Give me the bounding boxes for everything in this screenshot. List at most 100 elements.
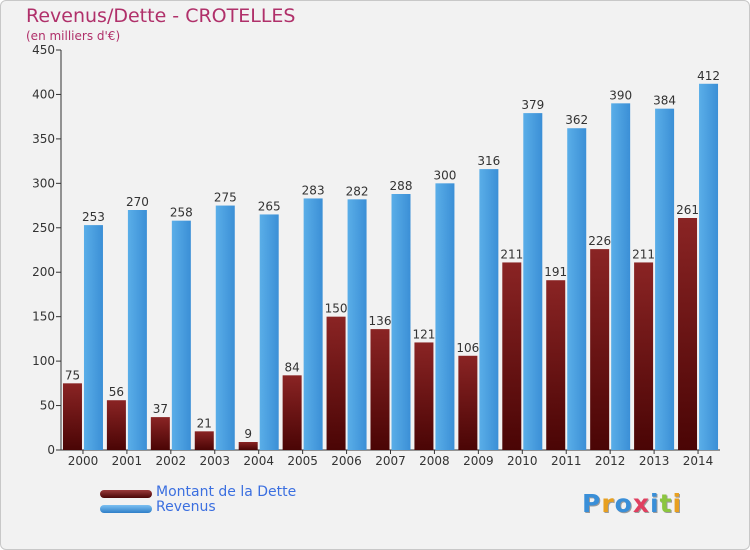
- data-label-revenus: 384: [653, 94, 676, 108]
- bar-revenus: [567, 128, 587, 450]
- logo-letter: i: [650, 489, 660, 518]
- y-tick-label: 200: [32, 265, 55, 279]
- data-label-revenus: 253: [82, 210, 105, 224]
- bar-dette: [678, 218, 698, 450]
- data-label-revenus: 283: [302, 183, 325, 197]
- bar-dette: [634, 262, 654, 450]
- proxiti-logo: Proxiti: [582, 489, 682, 518]
- data-label-dette: 136: [369, 314, 392, 328]
- x-tick-label: 2003: [199, 454, 230, 468]
- data-label-revenus: 316: [477, 154, 500, 168]
- bar-dette: [282, 375, 302, 450]
- bar-dette: [590, 249, 610, 450]
- legend-swatch-revenus: [100, 505, 152, 513]
- y-tick-label: 450: [32, 43, 55, 57]
- bar-dette: [502, 262, 522, 450]
- data-label-dette: 106: [456, 341, 479, 355]
- data-label-revenus: 300: [433, 168, 456, 182]
- data-label-dette: 21: [197, 416, 212, 430]
- bar-dette: [370, 329, 390, 450]
- y-tick-label: 250: [32, 221, 55, 235]
- bar-revenus: [127, 210, 147, 450]
- data-label-dette: 75: [65, 368, 80, 382]
- data-label-dette: 37: [153, 402, 168, 416]
- bar-dette: [414, 342, 434, 450]
- data-label-dette: 211: [632, 247, 655, 261]
- bar-revenus: [435, 183, 455, 451]
- x-tick-label: 2004: [243, 454, 274, 468]
- bar-dette: [238, 442, 258, 450]
- logo-letter: x: [632, 489, 650, 518]
- bar-dette: [458, 355, 478, 450]
- logo-letter: t: [659, 489, 673, 518]
- data-label-revenus: 270: [126, 195, 149, 209]
- x-tick-label: 2012: [595, 454, 626, 468]
- bar-revenus: [611, 103, 631, 450]
- x-tick-label: 2001: [112, 454, 143, 468]
- data-label-dette: 261: [676, 203, 699, 217]
- chart-title: Revenus/Dette - CROTELLES: [26, 5, 296, 27]
- x-tick-label: 2011: [551, 454, 582, 468]
- logo-letter: i: [672, 489, 683, 518]
- legend-swatch-dette: [100, 490, 152, 498]
- y-tick-label: 400: [32, 87, 55, 101]
- logo-letter: r: [601, 489, 615, 518]
- data-label-revenus: 275: [214, 191, 237, 205]
- x-tick-label: 2006: [331, 454, 362, 468]
- bar-dette: [106, 400, 126, 450]
- bar-revenus: [699, 83, 719, 451]
- bar-revenus: [171, 220, 191, 450]
- data-label-revenus: 379: [521, 98, 544, 112]
- bar-revenus: [655, 108, 675, 451]
- x-tick-label: 2005: [287, 454, 318, 468]
- legend-label-dette: Montant de la Dette: [156, 484, 297, 500]
- bar-dette: [326, 316, 346, 450]
- bar-dette: [62, 383, 82, 450]
- data-label-revenus: 412: [697, 69, 720, 83]
- bar-revenus: [391, 194, 411, 450]
- data-label-dette: 191: [544, 265, 567, 279]
- data-label-dette: 211: [500, 247, 523, 261]
- data-label-revenus: 390: [609, 88, 632, 102]
- logo-letter: o: [614, 489, 633, 518]
- data-label-revenus: 258: [170, 206, 193, 220]
- bar-dette: [150, 417, 170, 450]
- y-tick-label: 300: [32, 176, 55, 190]
- data-label-revenus: 362: [565, 113, 588, 127]
- data-label-dette: 84: [284, 360, 299, 374]
- bar-revenus: [215, 205, 235, 450]
- x-tick-label: 2007: [375, 454, 406, 468]
- bar-revenus: [479, 169, 499, 450]
- x-tick-label: 2000: [68, 454, 99, 468]
- x-tick-label: 2013: [639, 454, 670, 468]
- data-label-dette: 56: [109, 385, 124, 399]
- chart-subtitle: (en milliers d'€): [26, 29, 121, 43]
- data-label-dette: 150: [325, 302, 348, 316]
- data-label-revenus: 265: [258, 199, 281, 213]
- bar-revenus: [259, 214, 279, 450]
- data-label-dette: 121: [412, 327, 435, 341]
- x-tick-label: 2008: [419, 454, 450, 468]
- data-label-dette: 226: [588, 234, 611, 248]
- x-tick-label: 2009: [463, 454, 494, 468]
- y-tick-label: 350: [32, 132, 55, 146]
- y-tick-label: 50: [40, 399, 55, 413]
- data-label-dette: 9: [244, 427, 252, 441]
- legend-label-revenus: Revenus: [156, 499, 216, 515]
- x-tick-label: 2002: [156, 454, 187, 468]
- y-tick-label: 0: [47, 443, 55, 457]
- data-label-revenus: 288: [390, 179, 413, 193]
- data-label-revenus: 282: [346, 184, 369, 198]
- bar-dette: [546, 280, 566, 450]
- bar-revenus: [523, 113, 543, 450]
- bar-dette: [194, 431, 214, 450]
- logo-letter: P: [582, 489, 602, 518]
- y-tick-label: 150: [32, 310, 55, 324]
- bar-revenus: [83, 225, 103, 450]
- bar-revenus: [303, 198, 323, 450]
- bar-revenus: [347, 199, 367, 450]
- y-tick-label: 100: [32, 354, 55, 368]
- x-tick-label: 2014: [683, 454, 714, 468]
- x-tick-label: 2010: [507, 454, 538, 468]
